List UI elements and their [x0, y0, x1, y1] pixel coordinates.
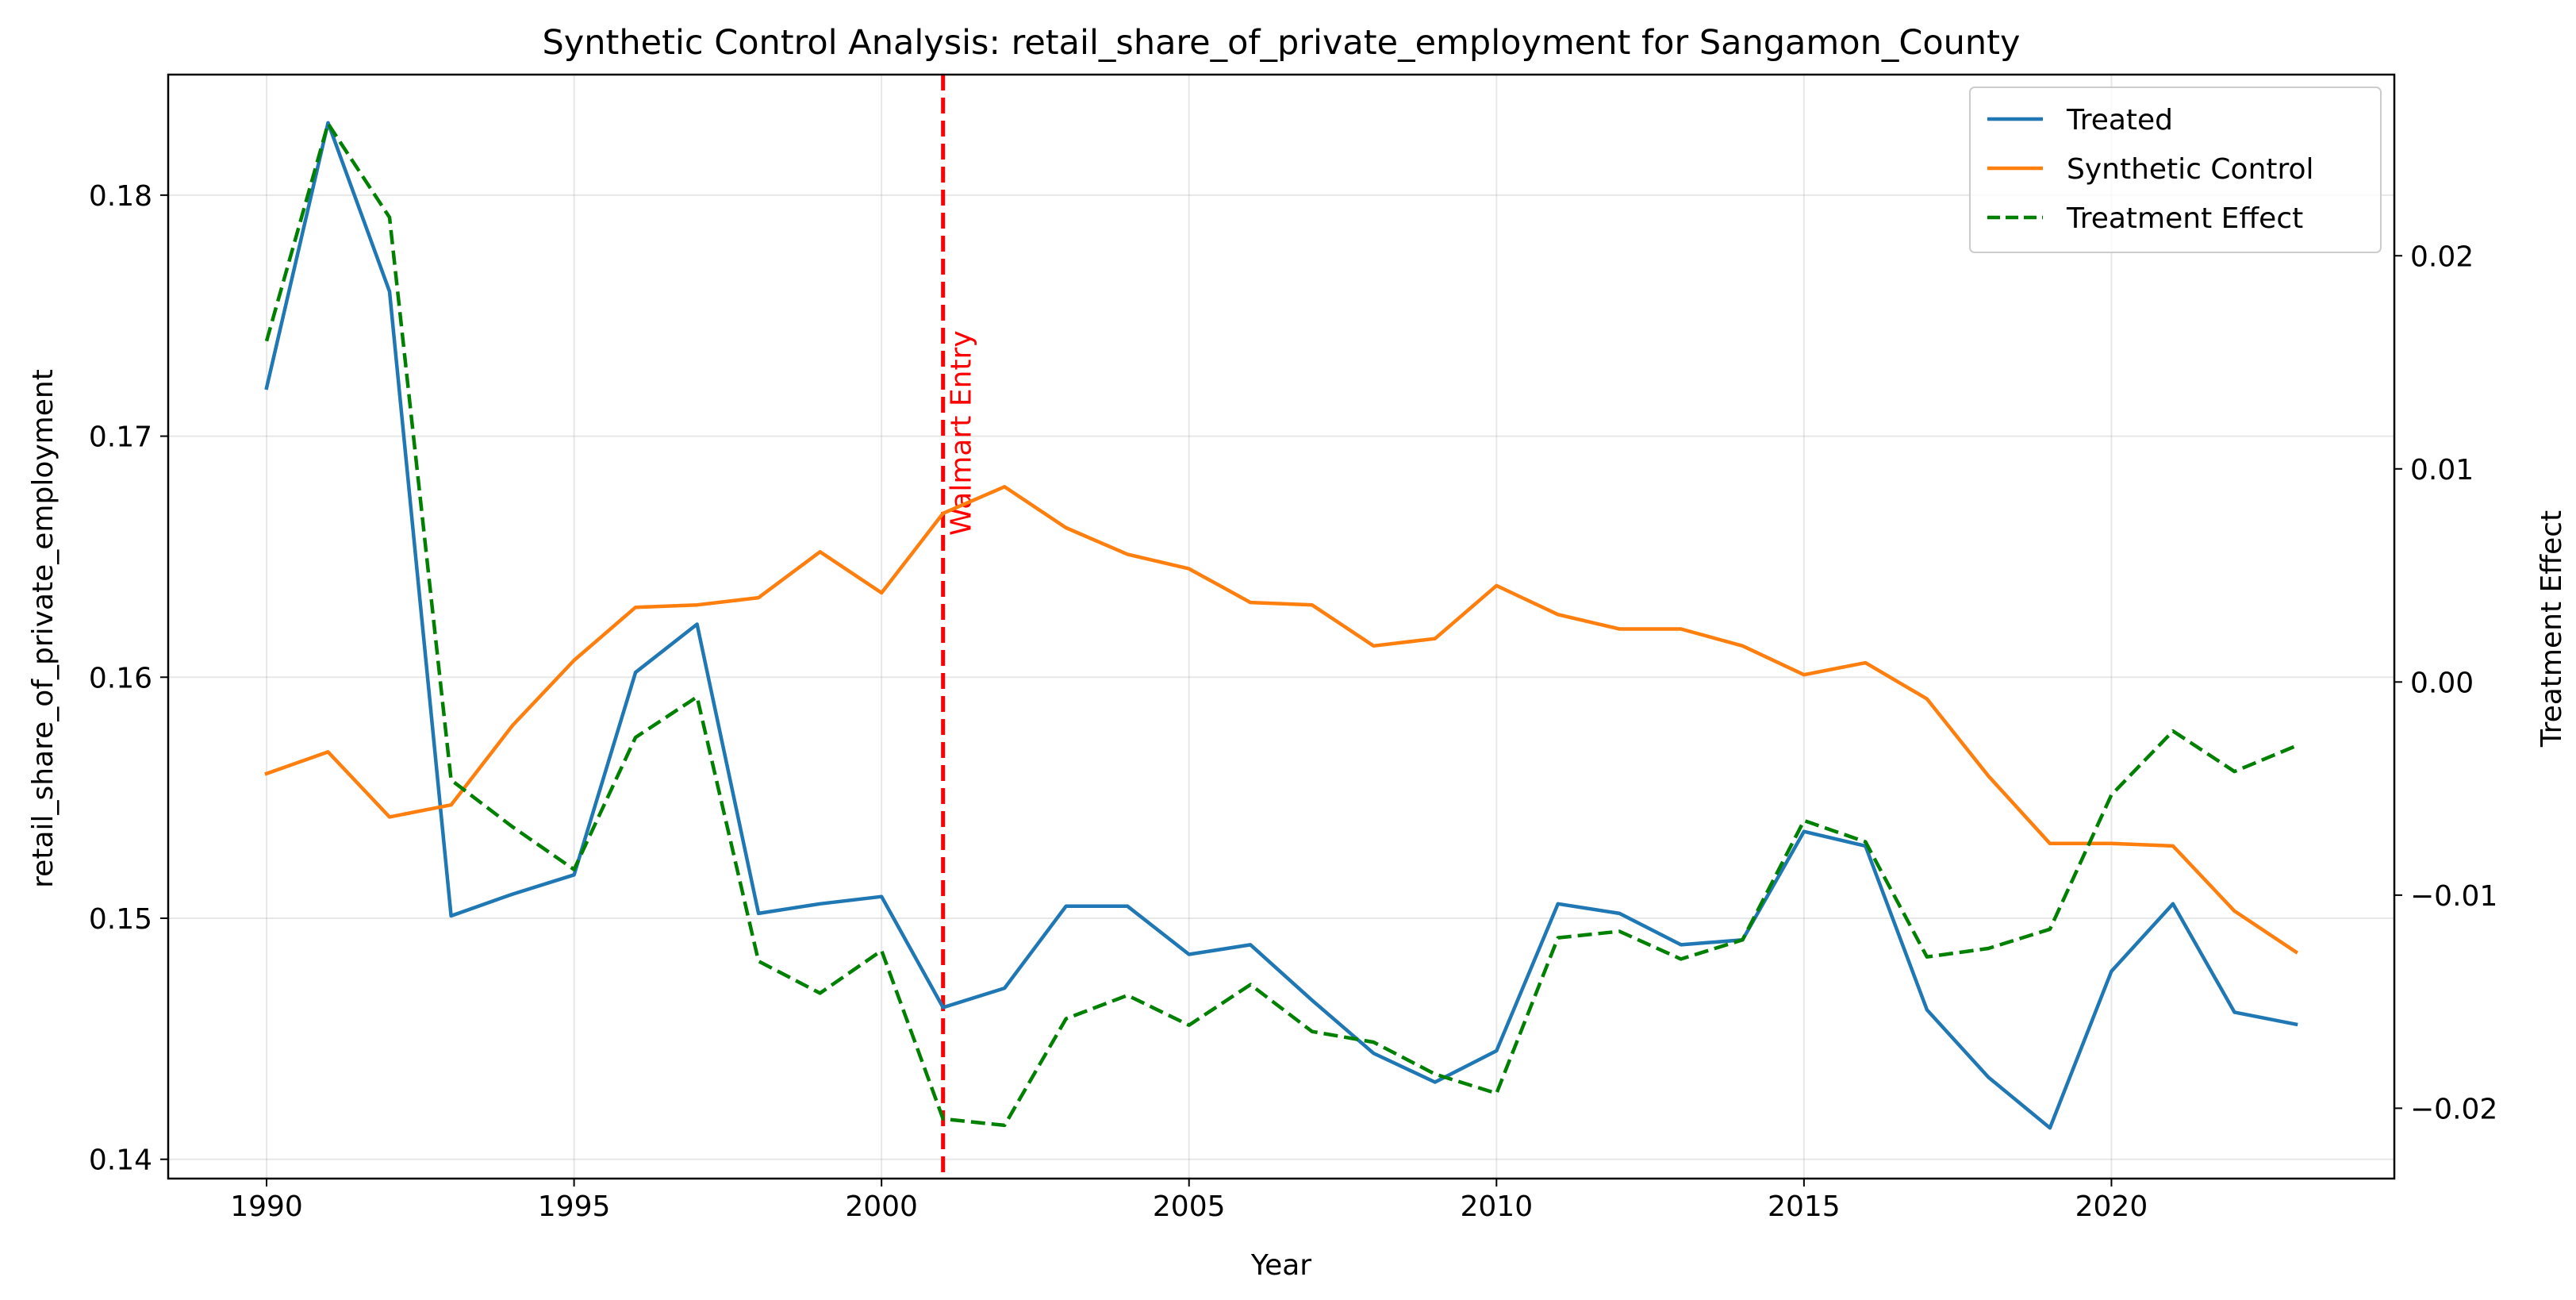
- x-tick-label: 2015: [1768, 1190, 1841, 1223]
- legend-item-treatment-effect: Treatment Effect: [1987, 202, 2303, 235]
- x-tick-label: 2010: [1460, 1190, 1533, 1223]
- legend-item-synthetic-control: Synthetic Control: [1987, 153, 2314, 186]
- y-axis-ticks: 0.14 0.15 0.16 0.17 0.18: [89, 180, 168, 1177]
- x-tick-label: 2020: [2075, 1190, 2148, 1223]
- x-axis-label: Year: [1250, 1249, 1311, 1282]
- x-tick-label: 2000: [845, 1190, 918, 1223]
- y-tick-label: 0.14: [89, 1144, 152, 1177]
- chart-title: Synthetic Control Analysis: retail_share…: [543, 23, 2021, 63]
- x-tick-label: 1995: [538, 1190, 611, 1223]
- y2-axis-ticks: −0.02 −0.01 0.00 0.01 0.02: [2394, 240, 2497, 1125]
- y2-tick-label: −0.01: [2410, 880, 2497, 913]
- legend-label: Treatment Effect: [2066, 202, 2303, 235]
- grid-lines: [168, 75, 2394, 1179]
- plot-frame: [167, 73, 2396, 1180]
- legend-item-treated: Treated: [1987, 104, 2173, 137]
- y-tick-label: 0.17: [89, 421, 152, 454]
- y2-axis-label: Treatment Effect: [2536, 510, 2568, 748]
- legend: Treated Synthetic Control Treatment Effect: [1969, 87, 2382, 253]
- y2-tick-label: 0.02: [2410, 240, 2474, 273]
- series-lines: [264, 121, 2299, 1130]
- x-tick-label: 1990: [230, 1190, 303, 1223]
- legend-label: Treated: [2066, 104, 2173, 137]
- y2-tick-label: 0.01: [2410, 454, 2474, 487]
- y-tick-label: 0.15: [89, 903, 152, 936]
- legend-box: [1969, 87, 2382, 253]
- x-tick-label: 2005: [1153, 1190, 1226, 1223]
- legend-label: Synthetic Control: [2067, 153, 2314, 186]
- treatment-effect-line: [264, 121, 2297, 1128]
- y-tick-label: 0.18: [89, 180, 152, 213]
- y2-tick-label: 0.00: [2410, 667, 2474, 699]
- y-axis-label: retail_share_of_private_employment: [27, 369, 60, 888]
- y2-tick-label: −0.02: [2410, 1093, 2497, 1125]
- synthetic-control-line: [264, 485, 2299, 955]
- x-axis-ticks: 1990 1995 2000 2005 2010 2015 2020: [230, 1179, 2148, 1223]
- y-tick-label: 0.16: [89, 662, 152, 694]
- treated-line: [264, 121, 2298, 1130]
